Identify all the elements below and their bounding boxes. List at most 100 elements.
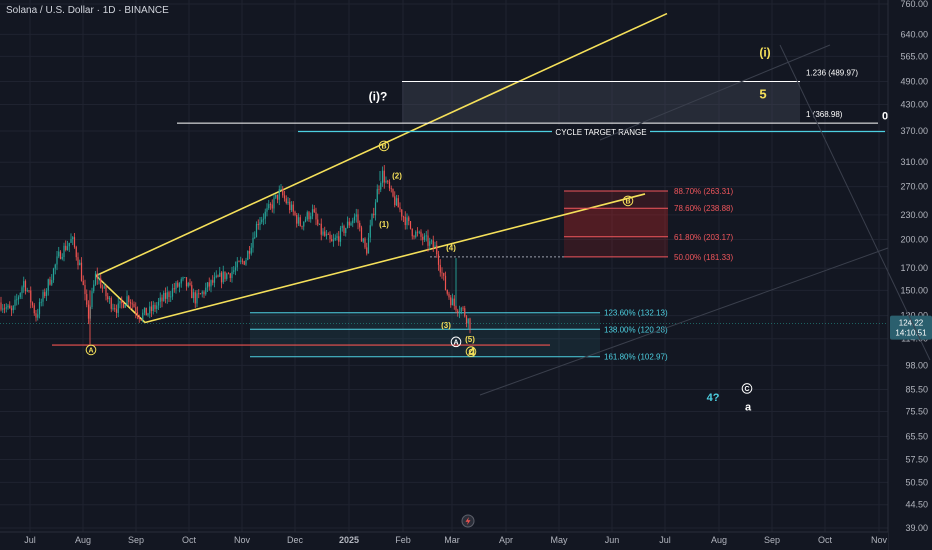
candle-body: [140, 319, 142, 320]
candle-body: [210, 280, 212, 287]
candle-body: [320, 223, 322, 235]
wave-channel-lines[interactable]: [95, 12, 668, 324]
candle-body: [245, 259, 247, 265]
candle-body: [68, 242, 70, 247]
candle-body: [282, 189, 284, 196]
candle-body: [94, 273, 97, 285]
time-tick-label: Jul: [659, 535, 671, 545]
candle-body: [243, 261, 245, 265]
candle-body: [448, 293, 450, 298]
candle-body: [348, 221, 350, 226]
candle-body: [17, 297, 20, 300]
price-axis[interactable]: 760.00 640.00 565.00 490.00 430.00 370.00 310.…: [887, 0, 932, 550]
candle-body: [175, 282, 177, 290]
candle-body: [219, 272, 221, 277]
candle-body: [409, 221, 412, 229]
candle-body: [7, 305, 9, 308]
fib-label: 138.00% (120.28): [604, 325, 668, 334]
price-tick-label: 490.00: [900, 76, 928, 86]
candle-body: [47, 279, 49, 291]
wave-labels: (i)? (i) 5 0 4 4? a (1) (2) (3) (4) (5) A B A C B C: [85, 45, 888, 413]
lightning-icon[interactable]: [461, 514, 475, 528]
candle-body: [306, 212, 308, 220]
candle-body: [227, 273, 230, 275]
circled-wave-ring: [465, 346, 477, 357]
candle-body: [341, 226, 343, 228]
candle-body: [285, 198, 287, 204]
candle-body: [145, 307, 147, 316]
candle-body: [128, 296, 130, 303]
candle-body: [163, 292, 165, 302]
candle-body: [388, 181, 391, 189]
price-tick-label: 565.00: [900, 51, 928, 61]
candle-body: [422, 236, 424, 240]
candle-body: [184, 277, 186, 279]
candle-body: [423, 235, 426, 240]
candle-body: [14, 299, 16, 306]
lower-channel-line[interactable]: [144, 193, 646, 324]
candle-body: [339, 227, 342, 242]
wave-label: 5: [759, 86, 766, 101]
candle-body: [0, 302, 2, 310]
price-axis-bg: [888, 0, 932, 550]
candle-body: [203, 291, 205, 295]
time-tick-label: Nov: [871, 535, 888, 545]
candle-body: [122, 302, 125, 308]
price-badge-box: [890, 315, 932, 340]
time-axis-bg: [0, 532, 888, 550]
candle-body: [355, 214, 357, 217]
candle-body: [257, 224, 259, 225]
candle-body: [289, 201, 291, 211]
price-tick-label: 200.00: [900, 235, 928, 245]
candle-body: [296, 214, 298, 224]
time-tick-label: Jul: [24, 535, 36, 545]
candle-body: [380, 182, 382, 190]
time-axis[interactable]: Jul Aug Sep Oct Nov Dec 2025 Feb Mar Apr May Jun Jul…: [0, 531, 888, 550]
candle-body: [233, 270, 235, 272]
bar-countdown: 14:10:51: [895, 329, 927, 338]
chart-grid: [0, 0, 888, 534]
circled-wave-label: B: [625, 198, 630, 205]
fib-levels[interactable]: 1.236 (489.97) 1 (368.98) 88.70% (263.31) 7…: [52, 68, 885, 362]
candle-body: [441, 272, 443, 274]
faint-diagonal: [599, 44, 831, 141]
candle-body: [196, 293, 198, 304]
candle-body: [30, 290, 32, 303]
candle-body: [353, 216, 356, 221]
time-tick-label: Aug: [711, 535, 727, 545]
candle-body: [72, 237, 74, 240]
candle-body: [157, 301, 160, 306]
candle-body: [198, 293, 200, 295]
time-tick-label: Dec: [287, 535, 304, 545]
price-tick-label: 270.00: [900, 182, 928, 192]
chart-title: Solana / U.S. Dollar · 1D · BINANCE: [6, 5, 169, 16]
candle-body: [173, 288, 175, 290]
candle-body: [313, 209, 315, 213]
candle-body: [416, 231, 419, 233]
current-price-value: 124.22: [899, 319, 924, 328]
candle-body: [413, 236, 415, 238]
candle-body: [241, 260, 244, 262]
candle-body: [346, 221, 349, 229]
time-tick-label: May: [550, 535, 568, 545]
candle-body: [465, 316, 468, 324]
candle-body: [5, 307, 7, 309]
wave-label: (1): [379, 220, 389, 229]
candle-body: [317, 219, 319, 225]
candle-body: [467, 318, 469, 324]
candle-body: [336, 236, 338, 238]
candle-body: [371, 213, 373, 226]
chart-misc: [461, 44, 931, 528]
circled-wave-label: C: [744, 386, 749, 393]
wave-label: 4?: [707, 392, 720, 404]
candle-body: [247, 251, 249, 260]
candle-body: [93, 284, 95, 292]
candle-body: [44, 292, 46, 297]
upper-channel-line[interactable]: [95, 12, 668, 277]
candle-body: [430, 240, 433, 242]
candle-body: [334, 237, 336, 240]
candle-body: [121, 300, 123, 303]
fib-label: 50.00% (181.33): [674, 253, 733, 262]
